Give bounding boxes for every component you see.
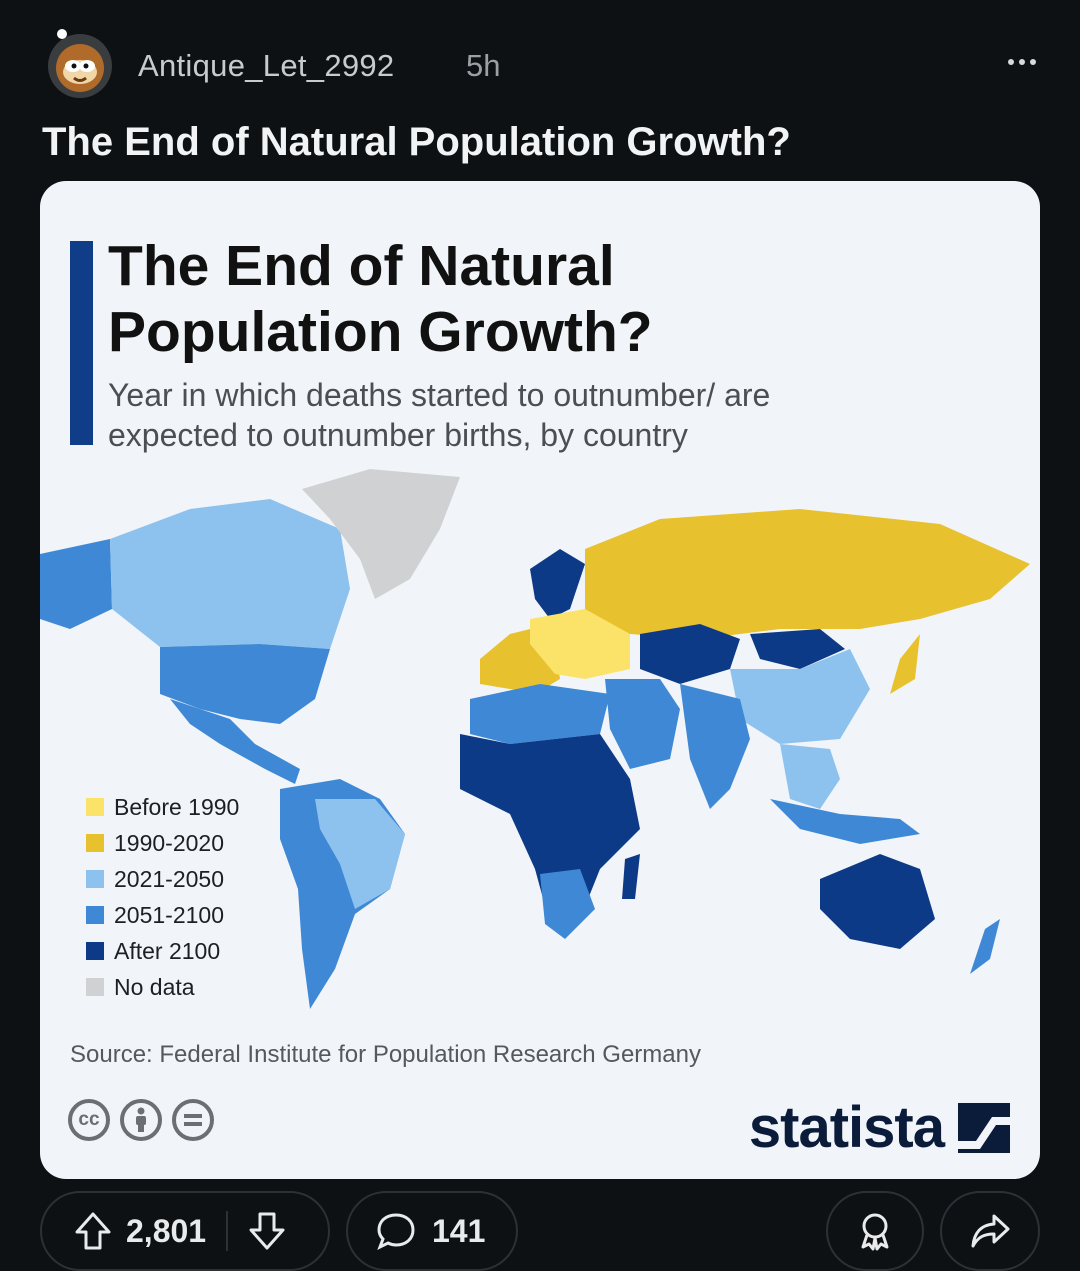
region-indonesia: [770, 799, 920, 844]
share-button[interactable]: [940, 1191, 1040, 1271]
post-image[interactable]: The End of Natural Population Growth? Ye…: [40, 181, 1040, 1179]
region-brazil: [315, 799, 405, 909]
share-icon: [970, 1213, 1010, 1249]
upvote-icon[interactable]: [74, 1211, 112, 1251]
map-legend: Before 1990 1990-2020 2021-2050 2051-210…: [86, 789, 239, 1005]
region-mongolia: [750, 629, 845, 669]
statista-logo: statista: [749, 1094, 1010, 1161]
post-header: Antique_Let_2992 5h: [46, 28, 1046, 104]
source-note: Source: Federal Institute for Population…: [70, 1041, 701, 1068]
legend-item: No data: [86, 969, 239, 1005]
legend-swatch: [86, 870, 104, 888]
region-japan: [890, 634, 920, 694]
comment-icon: [376, 1211, 416, 1251]
vote-control: 2,801: [40, 1191, 330, 1271]
legend-swatch: [86, 906, 104, 924]
region-australia: [820, 854, 935, 949]
legend-label: 2051-2100: [114, 901, 224, 928]
region-mexico-central-america: [170, 699, 300, 784]
legend-item: 2051-2100: [86, 897, 239, 933]
license-icons: cc: [68, 1099, 214, 1141]
region-scandinavia: [530, 549, 585, 619]
infographic-title: The End of Natural Population Growth?: [108, 234, 653, 364]
attribution-icon: [120, 1099, 162, 1141]
legend-swatch: [86, 834, 104, 852]
legend-label: No data: [114, 973, 195, 1000]
legend-label: 1990-2020: [114, 829, 224, 856]
region-new-zealand: [970, 919, 1000, 974]
region-alaska: [40, 539, 112, 629]
region-north-africa: [470, 684, 610, 744]
downvote-icon[interactable]: [248, 1211, 286, 1251]
region-sub-saharan-africa: [460, 734, 640, 924]
legend-label: 2021-2050: [114, 865, 224, 892]
post-title[interactable]: The End of Natural Population Growth?: [42, 120, 791, 164]
region-usa: [160, 644, 330, 724]
region-south-asia: [680, 684, 750, 809]
cc-icon: cc: [68, 1099, 110, 1141]
legend-label: Before 1990: [114, 793, 240, 820]
brand-text: statista: [748, 1095, 945, 1160]
region-southern-africa: [540, 869, 595, 939]
legend-swatch: [86, 798, 104, 816]
legend-item: 1990-2020: [86, 825, 239, 861]
award-icon: [857, 1211, 893, 1251]
region-canada: [110, 499, 350, 649]
region-russia: [585, 509, 1030, 639]
region-southeast-asia: [780, 744, 840, 809]
post-action-bar: 2,801 141: [40, 1191, 1040, 1271]
region-central-asia: [640, 624, 740, 684]
legend-swatch: [86, 978, 104, 996]
no-derivatives-icon: [172, 1099, 214, 1141]
username[interactable]: Antique_Let_2992: [138, 48, 395, 83]
user-avatar[interactable]: [46, 28, 114, 100]
legend-item: 2021-2050: [86, 861, 239, 897]
legend-label: After 2100: [114, 937, 221, 964]
title-accent-bar: [70, 241, 93, 445]
comments-button[interactable]: 141: [346, 1191, 518, 1271]
region-china: [730, 649, 870, 744]
region-central-europe: [530, 609, 630, 679]
vote-divider: [226, 1211, 229, 1251]
award-button[interactable]: [826, 1191, 924, 1271]
legend-swatch: [86, 942, 104, 960]
comment-count: 141: [432, 1212, 486, 1249]
more-options-icon[interactable]: [998, 38, 1046, 86]
region-middle-east: [605, 679, 680, 769]
region-madagascar: [622, 854, 640, 899]
post-time: 5h: [466, 48, 501, 83]
legend-item: Before 1990: [86, 789, 239, 825]
statista-mark-icon: [958, 1102, 1010, 1153]
region-greenland: [302, 469, 460, 599]
infographic-subtitle: Year in which deaths started to outnumbe…: [108, 377, 771, 453]
world-map: [40, 469, 1030, 1009]
upvote-count: 2,801: [126, 1212, 207, 1249]
legend-item: After 2100: [86, 933, 239, 969]
